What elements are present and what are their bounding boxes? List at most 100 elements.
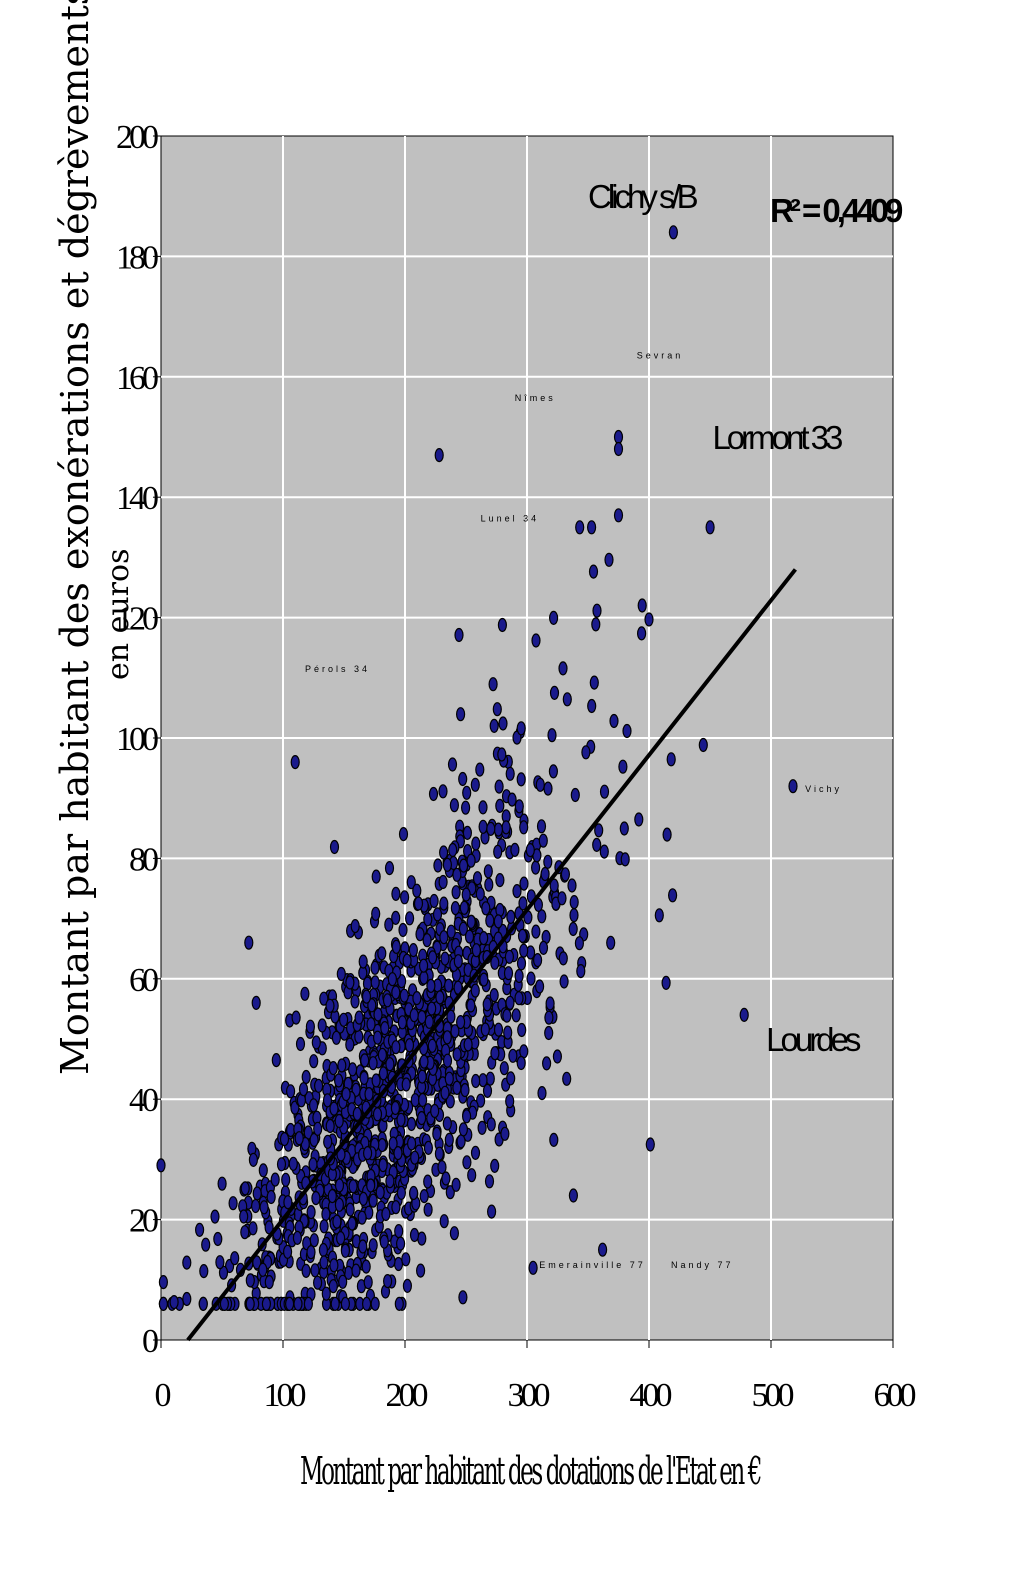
data-point — [471, 943, 481, 958]
data-point — [548, 610, 559, 626]
data-point — [449, 1226, 459, 1241]
data-point — [306, 1245, 316, 1260]
data-point — [340, 1296, 350, 1312]
data-point — [460, 1082, 470, 1098]
data-point — [479, 930, 489, 946]
data-point — [406, 1116, 417, 1132]
y-tick-label: 100 — [116, 721, 158, 758]
data-point — [462, 825, 472, 841]
data-point — [440, 951, 450, 966]
data-point — [387, 972, 397, 987]
data-point — [537, 909, 547, 924]
data-point — [466, 998, 476, 1013]
data-point — [541, 1056, 552, 1071]
data-point — [328, 1279, 338, 1294]
data-point — [358, 1239, 368, 1254]
data-point — [364, 1086, 374, 1102]
data-point — [534, 979, 545, 994]
data-point — [385, 1057, 395, 1072]
data-point — [313, 1275, 323, 1290]
data-point — [362, 1296, 372, 1312]
data-point — [337, 1058, 347, 1073]
data-point — [375, 1185, 385, 1200]
data-point — [417, 1069, 427, 1084]
data-point — [430, 1103, 440, 1119]
data-point — [446, 924, 456, 939]
data-point — [418, 1092, 428, 1108]
data-point — [415, 927, 425, 942]
data-point — [788, 779, 798, 794]
data-point — [570, 787, 580, 803]
data-point — [380, 1020, 390, 1036]
data-point — [385, 1174, 395, 1189]
data-point — [636, 626, 647, 641]
data-point — [334, 1113, 344, 1129]
data-point — [475, 762, 485, 777]
data-point — [466, 853, 476, 868]
data-point — [330, 1296, 340, 1312]
data-point — [545, 996, 555, 1011]
data-point — [535, 777, 545, 792]
data-point — [394, 1296, 404, 1312]
data-point — [490, 1046, 500, 1061]
data-point — [592, 837, 602, 853]
data-point — [439, 896, 449, 911]
data-point — [502, 1008, 512, 1023]
data-point — [508, 1048, 518, 1063]
data-point — [448, 842, 458, 858]
data-point — [432, 907, 443, 922]
data-point — [497, 747, 507, 762]
data-point — [240, 1225, 250, 1240]
data-point — [368, 1238, 378, 1253]
data-point — [606, 935, 616, 950]
data-point — [536, 819, 547, 834]
data-point — [433, 858, 443, 873]
data-point — [244, 935, 254, 950]
data-point — [378, 1066, 388, 1081]
data-point — [451, 885, 461, 900]
data-point — [422, 933, 432, 948]
data-point — [432, 1126, 442, 1142]
x-tick-label: 0 — [155, 1377, 171, 1414]
data-point — [637, 598, 647, 613]
data-point — [452, 1047, 462, 1062]
data-point — [285, 1296, 295, 1312]
data-point — [454, 627, 464, 643]
data-point — [350, 994, 360, 1009]
data-point — [323, 1134, 333, 1149]
data-point — [368, 1056, 378, 1071]
data-point — [292, 1230, 302, 1246]
data-point — [494, 779, 504, 794]
data-point — [317, 1018, 327, 1033]
data-point — [525, 842, 535, 858]
data-point — [538, 833, 548, 848]
data-point — [404, 1038, 415, 1053]
data-point — [382, 993, 393, 1008]
data-point — [313, 1121, 323, 1136]
data-point — [338, 1274, 348, 1289]
data-point — [182, 1255, 192, 1270]
data-point — [510, 842, 520, 858]
data-point — [301, 1263, 311, 1279]
data-point — [259, 1200, 269, 1215]
data-point — [588, 564, 599, 579]
data-point — [471, 1073, 481, 1089]
data-point — [409, 1185, 419, 1201]
data-point — [384, 917, 394, 932]
data-point — [308, 1157, 318, 1172]
data-point — [540, 866, 550, 882]
data-point — [321, 1206, 331, 1222]
data-point — [618, 759, 628, 774]
data-point — [213, 1231, 223, 1247]
data-point — [370, 1296, 380, 1312]
data-point — [445, 1094, 455, 1109]
data-point — [423, 1202, 433, 1217]
data-point — [248, 1221, 258, 1236]
data-point — [427, 1038, 437, 1053]
axis-ticks: 0 100 200 300 400 500 600 0 20 40 60 80 100 120 140 160… — [116, 119, 920, 1414]
data-point — [417, 1110, 427, 1126]
data-point — [363, 1145, 373, 1161]
data-point — [620, 852, 630, 867]
point-annotation: Clichy s/B — [588, 178, 698, 215]
